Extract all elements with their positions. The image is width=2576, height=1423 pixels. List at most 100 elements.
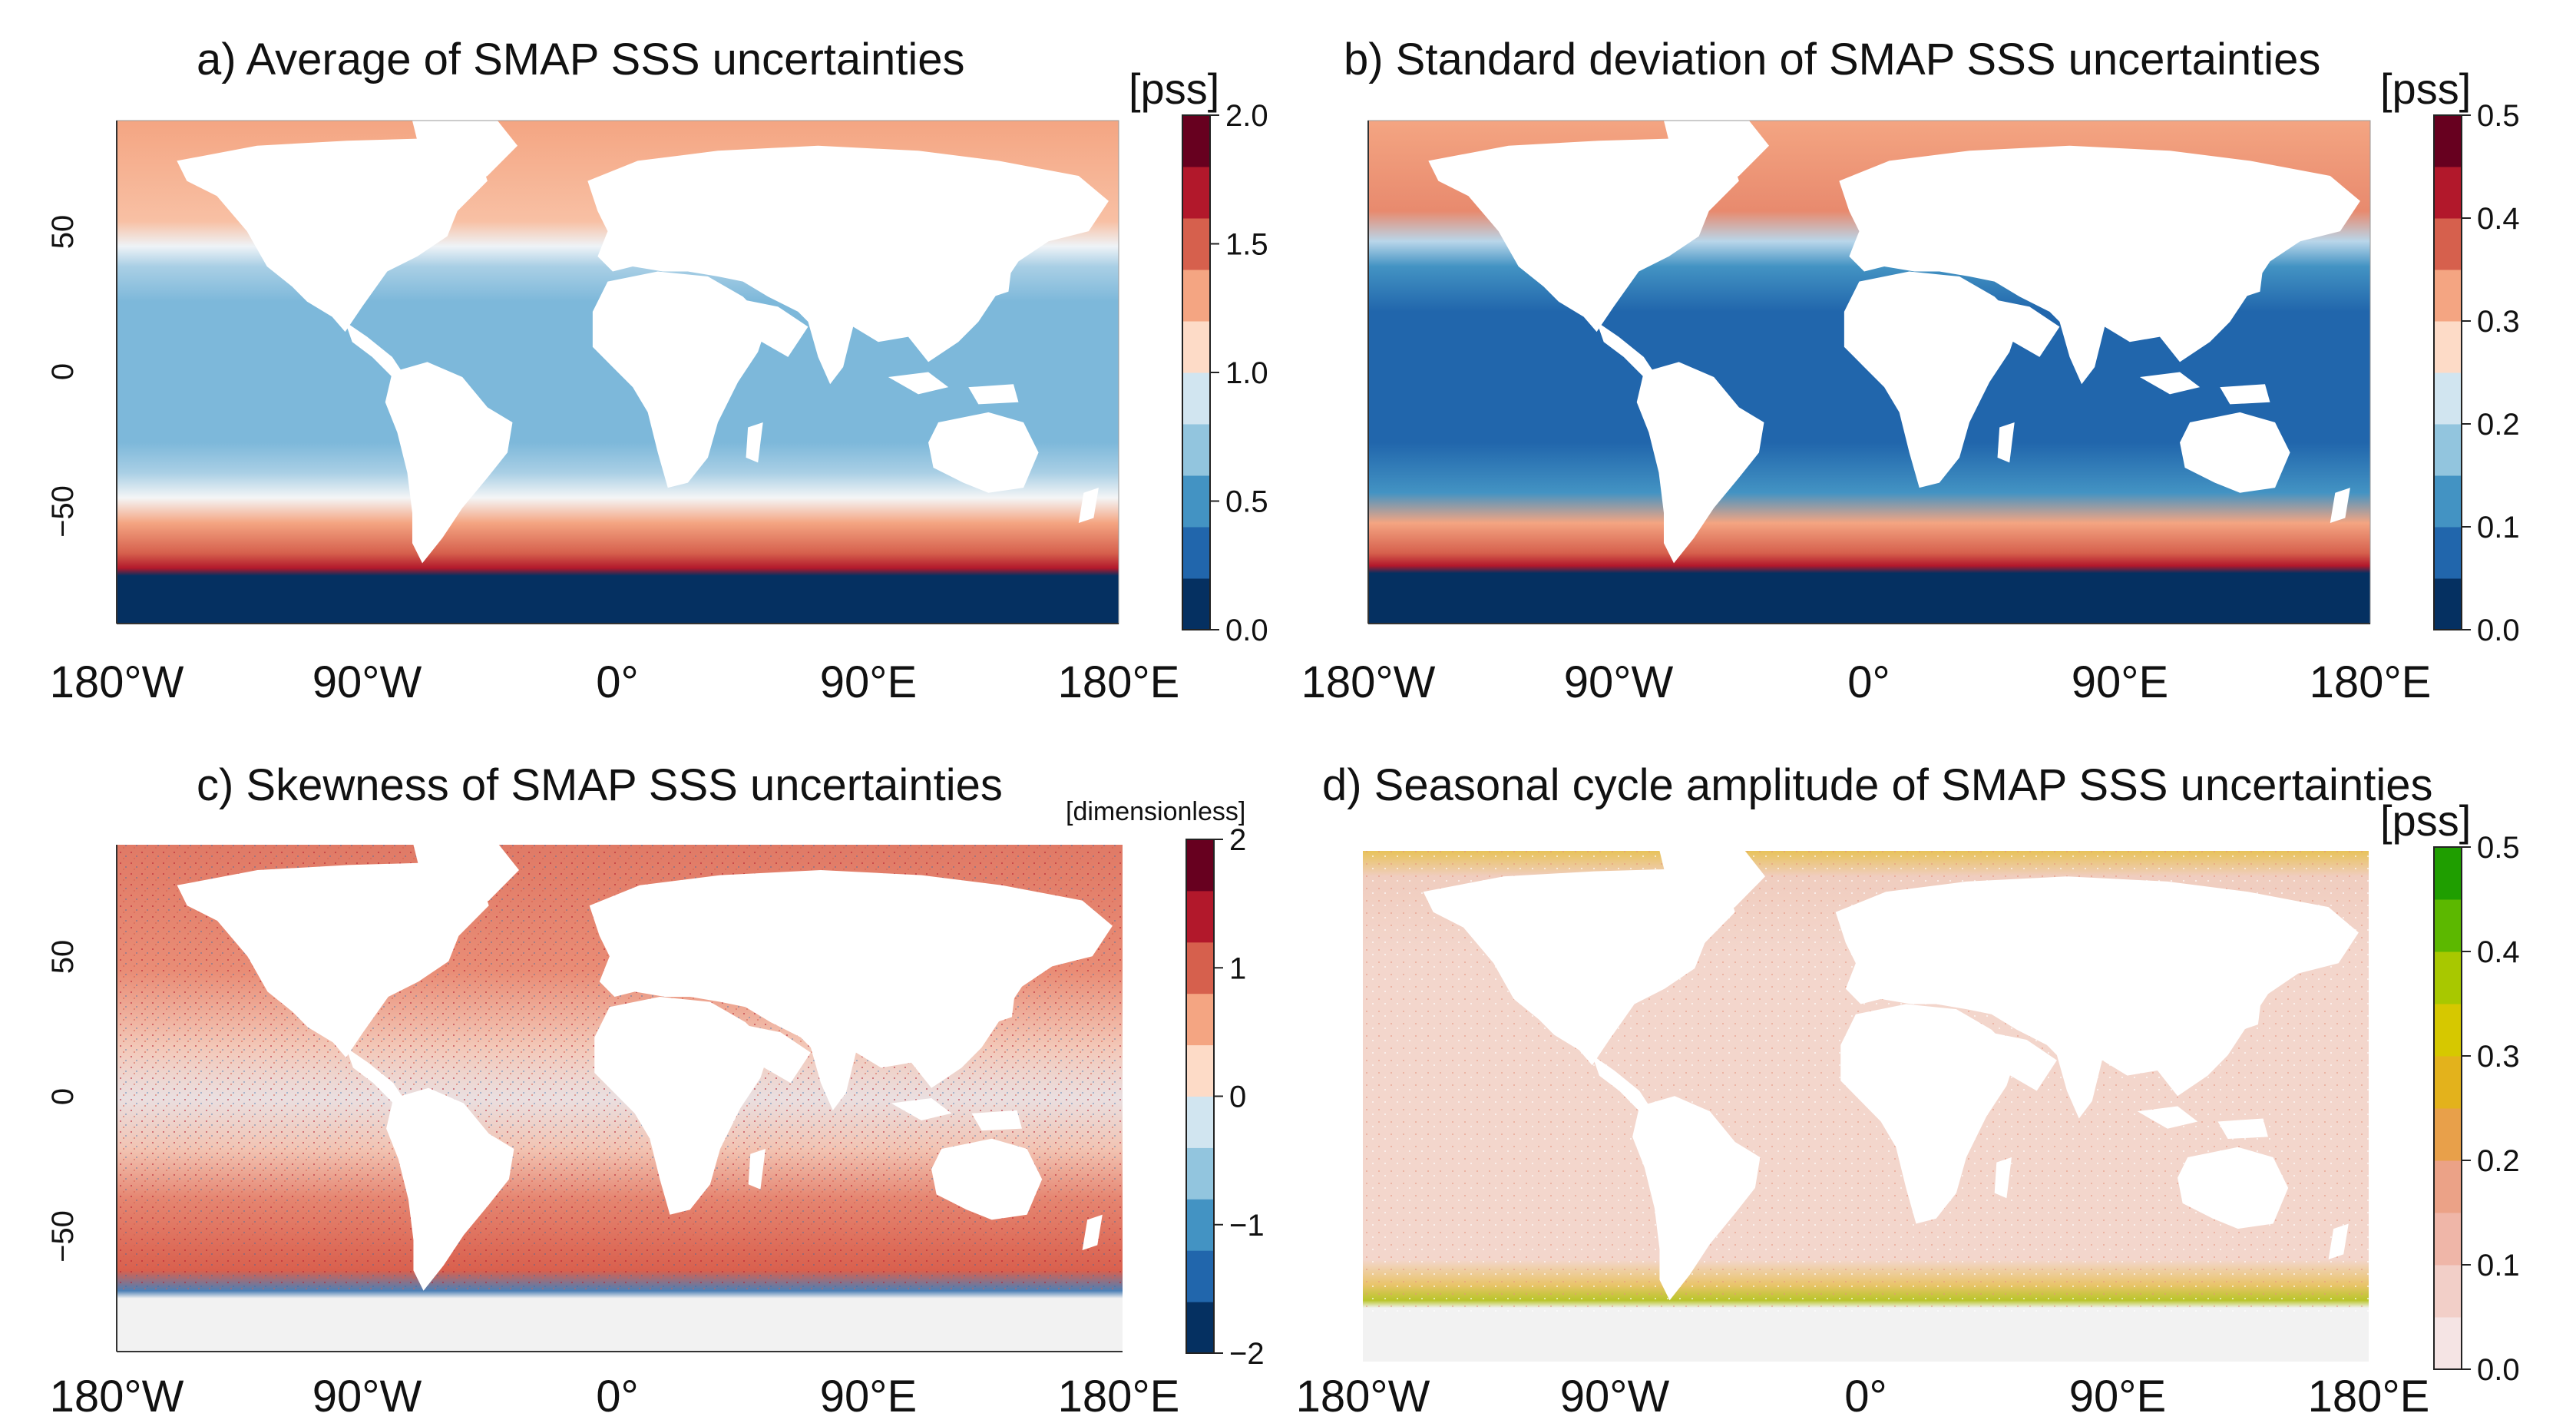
panel-d-colorbar: 0.5 0.4 0.3 0.2 0.1 0.0 <box>2433 831 2520 1387</box>
panel-c-map <box>117 845 1123 1352</box>
colorbar-swatch <box>1186 1250 1214 1302</box>
colorbar-swatch <box>1186 1096 1214 1148</box>
panel-d: d) Seasonal cycle amplitude of SMAP SSS … <box>1296 760 2520 1421</box>
colorbar-swatch <box>2434 475 2462 528</box>
x-tick-label: 180°W <box>50 657 184 707</box>
y-tick-label: −50 <box>46 485 80 538</box>
colorbar-swatch <box>1182 115 1210 167</box>
colorbar-tick-label: 0.5 <box>2477 99 2520 133</box>
colorbar-swatch <box>2434 1213 2462 1266</box>
colorbar-swatch <box>1182 372 1210 425</box>
colorbar-tick-label: 0.3 <box>2477 1040 2520 1074</box>
x-tick-label: 90°W <box>312 1372 422 1421</box>
colorbar-swatch <box>2434 847 2462 900</box>
x-tick-label: 180°E <box>2310 657 2432 707</box>
panel-b-title: b) Standard deviation of SMAP SSS uncert… <box>1344 35 2320 84</box>
colorbar-swatch <box>1186 1199 1214 1251</box>
y-tick-label: 0 <box>46 1088 80 1105</box>
colorbar-swatch <box>2434 218 2462 270</box>
x-tick-label: 180°E <box>1058 1372 1180 1421</box>
panel-a-y-ticks: 50 0 −50 <box>46 215 80 538</box>
x-tick-label: 90°E <box>2072 657 2168 707</box>
x-tick-label: 90°W <box>1564 657 1674 707</box>
x-tick-label: 180°E <box>1058 657 1180 707</box>
colorbar-swatch <box>2434 1160 2462 1213</box>
colorbar-tick-label: 0.3 <box>2477 305 2520 339</box>
colorbar-swatch <box>1182 218 1210 270</box>
x-tick-label: 0° <box>596 657 638 707</box>
x-tick-label: 180°W <box>1301 657 1436 707</box>
colorbar-swatch <box>1182 578 1210 630</box>
colorbar-swatch <box>2434 167 2462 219</box>
colorbar-tick-label: 1.5 <box>1225 228 1268 262</box>
colorbar-swatch <box>2434 424 2462 476</box>
colorbar-swatch <box>1186 941 1214 994</box>
panel-a: a) Average of SMAP SSS uncertainties 180… <box>46 35 1268 707</box>
x-tick-label: 90°W <box>312 657 422 707</box>
colorbar-swatch <box>2434 899 2462 952</box>
panel-b-colorbar: 0.5 0.4 0.3 0.2 0.1 0.0 <box>2433 99 2520 647</box>
x-tick-label: 0° <box>596 1372 638 1421</box>
colorbar-tick-label: 0.5 <box>1225 485 1268 519</box>
colorbar-swatch <box>2434 578 2462 630</box>
colorbar-tick-label: 0.4 <box>2477 202 2520 236</box>
panel-b-map <box>1367 120 2371 624</box>
colorbar-swatch <box>2434 951 2462 1004</box>
colorbar-swatch <box>2434 321 2462 373</box>
x-tick-label: 90°E <box>820 1372 917 1421</box>
panel-c-x-ticks: 180°W 90°W 0° 90°E 180°E <box>50 1372 1180 1421</box>
panel-d-unit: [pss] <box>2380 796 2471 845</box>
colorbar-swatch <box>1186 993 1214 1046</box>
y-tick-label: −50 <box>46 1210 80 1262</box>
colorbar-swatch <box>1182 475 1210 528</box>
colorbar-tick-label: −2 <box>1229 1337 1265 1371</box>
panel-b: b) Standard deviation of SMAP SSS uncert… <box>1301 35 2520 707</box>
y-tick-label: 0 <box>46 363 80 380</box>
colorbar-tick-label: 0 <box>1229 1080 1246 1114</box>
colorbar-swatch <box>1182 270 1210 322</box>
panel-c-colorbar: 2 1 0 −1 −2 <box>1185 823 1265 1371</box>
panel-a-map <box>116 120 1119 624</box>
x-tick-label: 180°E <box>2308 1372 2430 1421</box>
colorbar-swatch <box>1182 167 1210 219</box>
colorbar-tick-label: 2 <box>1229 823 1246 857</box>
colorbar-tick-label: 0.5 <box>2477 831 2520 865</box>
panel-c-unit: [dimensionless] <box>1066 797 1245 826</box>
colorbar-tick-label: 0.4 <box>2477 935 2520 969</box>
y-tick-label: 50 <box>46 940 80 975</box>
colorbar-swatch <box>1186 1044 1214 1097</box>
panel-a-colorbar: 2.0 1.5 1.0 0.5 0.0 <box>1182 99 1268 647</box>
panel-a-x-ticks: 180°W 90°W 0° 90°E 180°E <box>50 657 1180 707</box>
colorbar-swatch <box>2434 115 2462 167</box>
colorbar-swatch <box>1186 890 1214 943</box>
panel-a-unit: [pss] <box>1129 65 1219 113</box>
colorbar-swatch <box>2434 1056 2462 1109</box>
colorbar-tick-label: 0.1 <box>2477 1249 2520 1282</box>
colorbar-swatch <box>1186 1302 1214 1354</box>
colorbar-swatch <box>1182 424 1210 476</box>
colorbar-swatch <box>1186 839 1214 892</box>
colorbar-swatch <box>1186 1147 1214 1200</box>
panel-a-title: a) Average of SMAP SSS uncertainties <box>197 35 965 84</box>
colorbar-swatch <box>2434 527 2462 579</box>
colorbar-swatch <box>2434 1004 2462 1057</box>
colorbar-swatch <box>2434 1265 2462 1318</box>
colorbar-frame <box>2433 114 2462 630</box>
x-tick-label: 0° <box>1844 1372 1887 1421</box>
panel-c: c) Skewness of SMAP SSS uncertainties 18… <box>46 760 1265 1421</box>
panel-b-x-ticks: 180°W 90°W 0° 90°E 180°E <box>1301 657 2432 707</box>
panel-c-y-ticks: 50 0 −50 <box>46 940 80 1262</box>
x-tick-label: 180°W <box>1296 1372 1430 1421</box>
colorbar-tick-label: −1 <box>1229 1209 1265 1243</box>
x-tick-label: 0° <box>1847 657 1890 707</box>
colorbar-tick-label: 1.0 <box>1225 356 1268 390</box>
y-tick-label: 50 <box>46 215 80 250</box>
panel-d-map <box>1363 851 2369 1362</box>
colorbar-frame <box>2433 846 2462 1370</box>
colorbar-tick-label: 0.1 <box>2477 511 2520 544</box>
panel-b-unit: [pss] <box>2380 65 2471 113</box>
x-tick-label: 180°W <box>50 1372 184 1421</box>
x-tick-label: 90°W <box>1560 1372 1670 1421</box>
colorbar-swatch <box>2434 270 2462 322</box>
